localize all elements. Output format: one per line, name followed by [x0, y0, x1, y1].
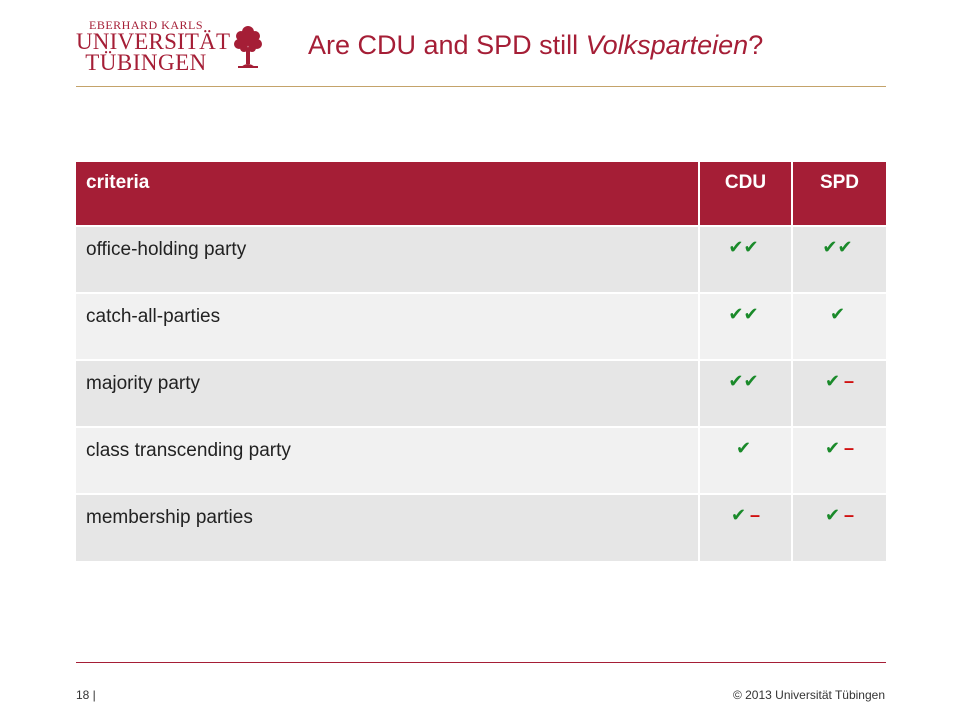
logo-line-2: UNIVERSITÄT — [76, 29, 231, 54]
cdu-cell: ✔✔ — [699, 359, 793, 427]
criteria-cell: office-holding party — [76, 225, 700, 293]
spd-cell: ✔ – — [792, 426, 886, 494]
logo-line-3: TÜBINGEN — [85, 50, 207, 75]
table-row: catch-all-parties ✔✔ ✔ — [76, 292, 886, 360]
header-cdu: CDU — [699, 162, 793, 226]
university-logo: EBERHARD KARLS UNIVERSITÄT TÜBINGEN — [76, 18, 276, 75]
table-row: class transcending party ✔ ✔ – — [76, 426, 886, 494]
dash-icon: – — [844, 505, 855, 525]
cdu-cell: ✔ — [699, 426, 793, 494]
dash-icon: – — [750, 505, 761, 525]
spd-cell: ✔✔ — [792, 225, 886, 293]
spd-cell: ✔ – — [792, 493, 886, 561]
criteria-cell: majority party — [76, 359, 700, 427]
footer-divider — [76, 662, 886, 663]
cdu-cell: ✔✔ — [699, 225, 793, 293]
check-icon: ✔ — [735, 438, 752, 458]
dash-icon: – — [844, 371, 855, 391]
cdu-cell: ✔✔ — [699, 292, 793, 360]
table-row: office-holding party ✔✔ ✔✔ — [76, 225, 886, 293]
page-number: 18 | — [76, 688, 96, 702]
check-icon: ✔ — [824, 371, 841, 391]
check-icon: ✔✔ — [728, 371, 759, 391]
spd-cell: ✔ – — [792, 359, 886, 427]
cdu-cell: ✔ – — [699, 493, 793, 561]
check-icon: ✔ — [730, 505, 747, 525]
logo-line-1: EBERHARD KARLS — [88, 18, 203, 32]
criteria-cell: class transcending party — [76, 426, 700, 494]
check-icon: ✔ — [829, 304, 846, 324]
check-icon: ✔ — [824, 505, 841, 525]
criteria-table: criteria CDU SPD office-holding party ✔✔… — [76, 162, 886, 561]
dash-icon: – — [844, 438, 855, 458]
university-tree-icon — [234, 26, 262, 68]
table-row: membership parties ✔ – ✔ – — [76, 493, 886, 561]
criteria-cell: catch-all-parties — [76, 292, 700, 360]
header-criteria: criteria — [76, 162, 700, 226]
criteria-cell: membership parties — [76, 493, 700, 561]
slide-title: Are CDU and SPD still Volksparteien? — [308, 30, 764, 60]
table-header-row: criteria CDU SPD — [76, 162, 886, 226]
header-divider — [76, 86, 886, 87]
check-icon: ✔✔ — [728, 304, 759, 324]
check-icon: ✔✔ — [728, 237, 759, 257]
check-icon: ✔✔ — [822, 237, 853, 257]
copyright-notice: © 2013 Universität Tübingen — [732, 688, 885, 702]
spd-cell: ✔ — [792, 292, 886, 360]
header-spd: SPD — [792, 162, 886, 226]
table-row: majority party ✔✔ ✔ – — [76, 359, 886, 427]
title-italic: Volksparteien — [585, 30, 749, 60]
check-icon: ✔ — [824, 438, 841, 458]
